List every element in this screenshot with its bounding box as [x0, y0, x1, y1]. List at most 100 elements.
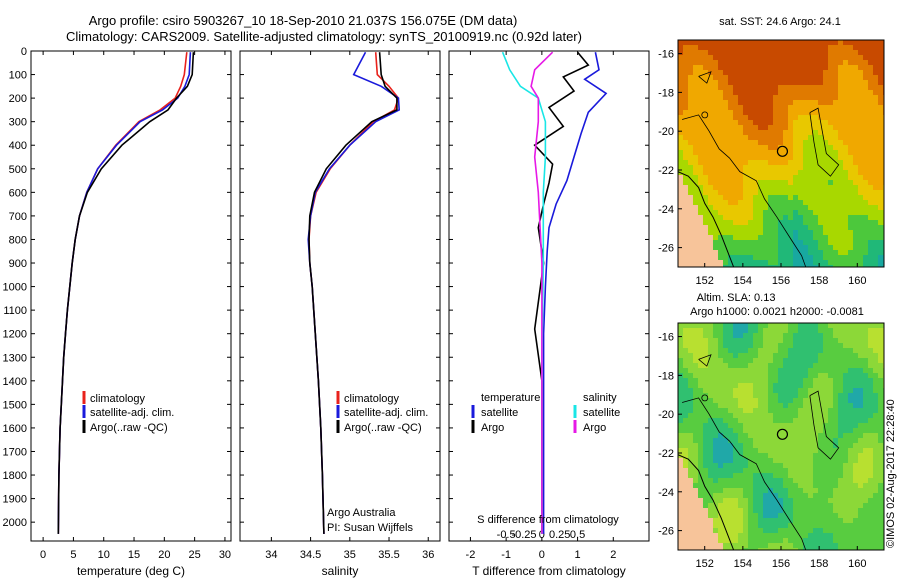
map-cell [838, 518, 844, 524]
map-cell [693, 215, 699, 221]
map-cell [763, 458, 769, 464]
map-cell [848, 180, 854, 186]
map-cell [848, 368, 854, 374]
map-cell [778, 55, 784, 61]
map-cell [733, 145, 739, 151]
map-cell [843, 448, 849, 454]
map-cell [748, 130, 754, 136]
map-cell [713, 388, 719, 394]
map-cell [698, 180, 704, 186]
map-cell [738, 115, 744, 121]
map-cell [818, 130, 824, 136]
map-cell [863, 135, 869, 141]
map-cell [713, 45, 719, 51]
map-cell [878, 200, 884, 206]
map-cell [848, 323, 854, 329]
map-cell [718, 473, 724, 479]
map-cell [698, 383, 704, 389]
map-cell [878, 205, 884, 211]
map-cell [708, 160, 714, 166]
map-cell [868, 353, 874, 359]
map-cell [693, 488, 699, 494]
map-cell [738, 403, 744, 409]
map-cell [713, 488, 719, 494]
map-cell [738, 120, 744, 126]
map-cell [778, 180, 784, 186]
map-cell [733, 125, 739, 131]
map-cell [678, 225, 684, 231]
map-cell [718, 413, 724, 419]
map-cell [753, 388, 759, 394]
map-cell [778, 323, 784, 329]
map-cell [773, 70, 779, 76]
map-cell [698, 210, 704, 216]
map-cell [788, 448, 794, 454]
map-cell [858, 225, 864, 231]
map-cell [803, 358, 809, 364]
map-cell [793, 533, 799, 539]
map-cell [813, 413, 819, 419]
map-cell [683, 518, 689, 524]
map-cell [818, 265, 824, 267]
map-cell [858, 175, 864, 181]
map-cell [873, 210, 879, 216]
map-cell [818, 190, 824, 196]
map-cell [868, 90, 874, 96]
map-cell [763, 478, 769, 484]
legend-title-temperature: temperature [481, 392, 540, 404]
map-cell [878, 50, 884, 56]
map-cell [678, 493, 684, 499]
map-cell [718, 185, 724, 191]
map-cell [788, 503, 794, 509]
map-cell [753, 358, 759, 364]
map-cell [813, 145, 819, 151]
map-cell [803, 140, 809, 146]
map-cell [878, 383, 884, 389]
map-cell [858, 110, 864, 116]
map-cell [858, 538, 864, 544]
map-cell [808, 155, 814, 161]
map-cell [853, 245, 859, 251]
map-cell [688, 175, 694, 181]
map-cell [833, 245, 839, 251]
map-cell [758, 373, 764, 379]
map-cell [713, 428, 719, 434]
map-cell [838, 393, 844, 399]
map-cell [723, 483, 729, 489]
map-cell [763, 433, 769, 439]
map-cell [703, 50, 709, 56]
map-cell [723, 488, 729, 494]
map-cell [788, 250, 794, 256]
map-cell [773, 235, 779, 241]
map-cell [713, 255, 719, 261]
map-cell [723, 413, 729, 419]
map-cell [693, 498, 699, 504]
map-cell [733, 348, 739, 354]
map-cell [698, 105, 704, 111]
map-cell [718, 200, 724, 206]
map-cell [858, 155, 864, 161]
map-cell [808, 70, 814, 76]
map-cell [698, 493, 704, 499]
map-cell [838, 250, 844, 256]
map-cell [723, 260, 729, 266]
map-cell [853, 523, 859, 529]
map-cell [783, 383, 789, 389]
map-cell [878, 265, 884, 267]
map-cell [863, 180, 869, 186]
map-cell [853, 235, 859, 241]
map-cell [758, 220, 764, 226]
map-cell [873, 498, 879, 504]
map-cell [843, 518, 849, 524]
map-cell [773, 130, 779, 136]
map-cell [863, 383, 869, 389]
map-cell [823, 448, 829, 454]
map-cell [878, 398, 884, 404]
map-cell [878, 115, 884, 121]
map-cell [688, 338, 694, 344]
map-cell [848, 260, 854, 266]
map-cell [778, 368, 784, 374]
map-cell [703, 513, 709, 519]
map-cell [853, 348, 859, 354]
map-cell [683, 60, 689, 66]
